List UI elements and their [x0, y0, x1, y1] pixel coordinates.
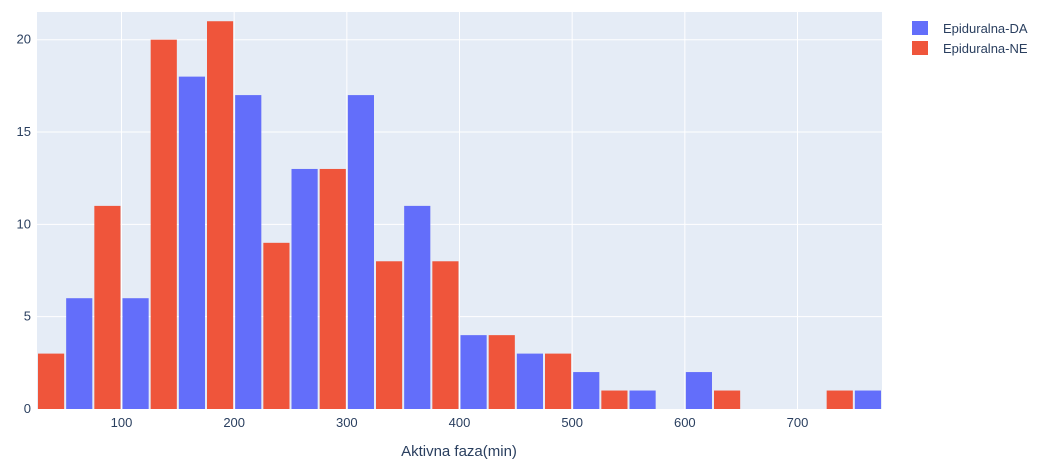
- x-tick-label: 100: [111, 415, 133, 430]
- bar-da-550: [629, 390, 656, 409]
- x-tick-label: 500: [561, 415, 583, 430]
- bar-da-350: [404, 205, 431, 409]
- legend-label[interactable]: Epiduralna-DA: [943, 21, 1028, 36]
- x-tick-label: 700: [787, 415, 809, 430]
- x-tick-label: 200: [223, 415, 245, 430]
- bar-da-400: [460, 335, 487, 409]
- bar-ne-175: [207, 21, 234, 410]
- bar-ne-25: [38, 353, 65, 409]
- x-axis-ticks: 100 200 300 400 500 600 700: [111, 415, 809, 430]
- y-tick-label: 15: [17, 124, 31, 139]
- bar-da-300: [347, 95, 374, 410]
- bar-da-750: [854, 390, 881, 409]
- y-axis-ticks: 0 5 10 15 20: [17, 32, 31, 416]
- bar-ne-625: [714, 390, 741, 409]
- bar-ne-325: [376, 261, 403, 409]
- bar-da-150: [178, 76, 205, 410]
- bar-ne-725: [826, 390, 853, 409]
- legend: Epiduralna-DA Epiduralna-NE: [912, 21, 1028, 56]
- y-tick-label: 5: [24, 309, 31, 324]
- bar-ne-75: [94, 205, 121, 409]
- bar-ne-425: [488, 335, 515, 409]
- bar-ne-125: [150, 39, 177, 410]
- bar-ne-275: [319, 168, 346, 409]
- bar-da-200: [235, 95, 262, 410]
- bar-ne-225: [263, 242, 290, 409]
- y-tick-label: 0: [24, 401, 31, 416]
- bar-da-450: [516, 353, 543, 409]
- legend-label[interactable]: Epiduralna-NE: [943, 41, 1028, 56]
- gridlines: [37, 12, 882, 409]
- bar-ne-375: [432, 261, 459, 409]
- x-axis-title: Aktivna faza(min): [401, 443, 517, 460]
- x-tick-label: 600: [674, 415, 696, 430]
- y-tick-label: 10: [17, 216, 31, 231]
- legend-swatch[interactable]: [912, 21, 928, 35]
- bars: [38, 21, 881, 410]
- bar-da-50: [66, 298, 93, 409]
- bar-da-600: [685, 372, 712, 409]
- y-tick-label: 20: [17, 32, 31, 47]
- bar-da-100: [122, 298, 149, 409]
- x-tick-label: 300: [336, 415, 358, 430]
- bar-ne-475: [545, 353, 572, 409]
- bar-da-500: [573, 372, 600, 409]
- bar-ne-525: [601, 390, 628, 409]
- bar-da-250: [291, 168, 318, 409]
- legend-swatch[interactable]: [912, 41, 928, 55]
- x-tick-label: 400: [449, 415, 471, 430]
